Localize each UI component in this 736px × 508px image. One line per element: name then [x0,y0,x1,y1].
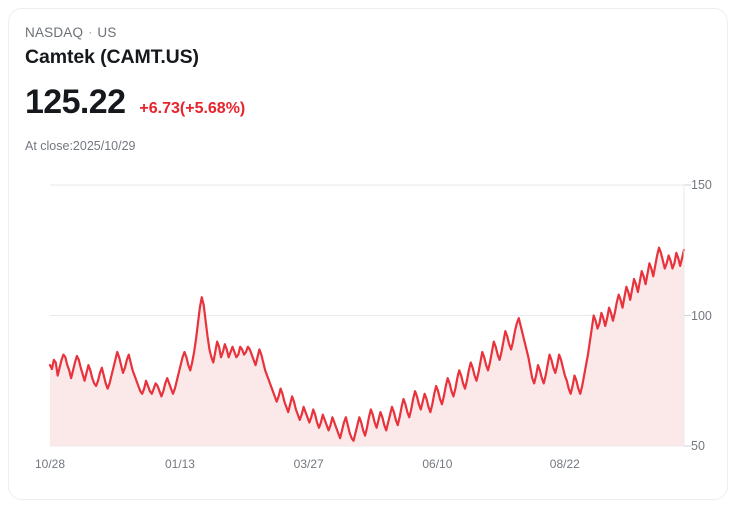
price-chart-svg[interactable] [9,161,728,471]
chart-tick-marks [684,184,691,447]
region-label: US [97,25,117,40]
separator-dot: · [88,25,93,39]
last-price: 125.22 [25,83,126,121]
y-axis-label: 100 [691,308,712,323]
price-line [48,246,686,442]
x-axis-label: 01/13 [164,457,195,471]
page-title: Camtek (CAMT.US) [25,46,199,68]
x-axis-label: 06/10 [422,457,453,471]
price-area-fill [50,247,684,446]
price-change: +6.73(+5.68%) [139,100,246,117]
y-axis-label: 150 [691,178,712,192]
exchange-line: NASDAQ · US [25,23,625,42]
price-row: 125.22 +6.73(+5.68%) [25,82,245,122]
quote-header: NASDAQ · US Camtek (CAMT.US) [25,23,625,70]
x-axis-label: 03/27 [293,457,324,471]
y-axis-label: 50 [691,439,705,453]
x-axis-label: 08/22 [549,457,580,471]
x-axis-label: 10/28 [34,457,66,471]
exchange-name: NASDAQ [25,25,84,40]
price-chart[interactable]: 150 100 50 10/28 01/13 03/27 06/10 08/22 [9,161,728,471]
market-status-note: At close:2025/10/29 [25,139,136,153]
stock-quote-card: NASDAQ · US Camtek (CAMT.US) 125.22 +6.73(… [8,8,728,500]
